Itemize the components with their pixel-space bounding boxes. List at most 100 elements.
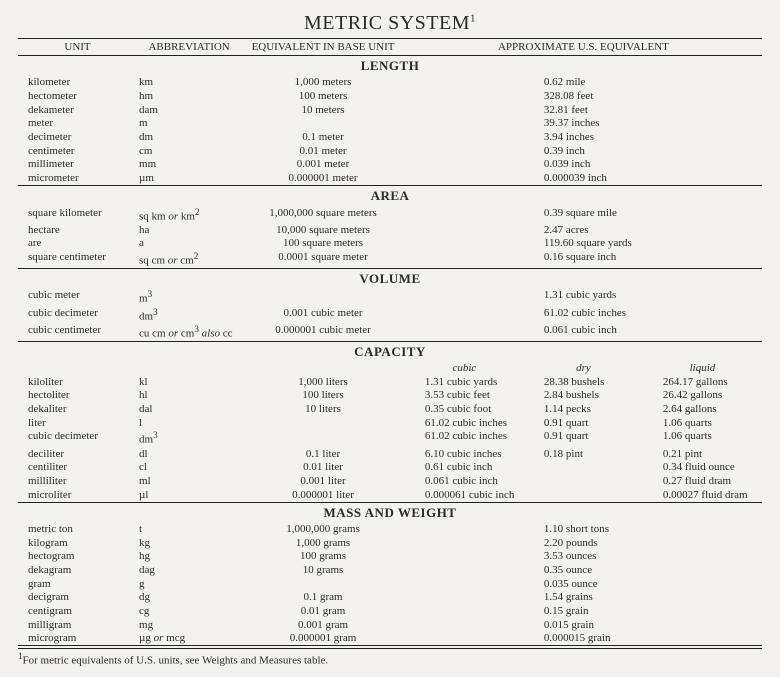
cell-abbr: cu cm or cm3 also cc: [137, 323, 241, 341]
cell-us1: [405, 237, 524, 251]
header-row: UNIT ABBREVIATION EQUIVALENT IN BASE UNI…: [18, 39, 762, 56]
cell-us1: [405, 103, 524, 117]
cell-eq: 10 liters: [241, 403, 405, 417]
cell-us3: [643, 117, 762, 131]
cell-us3: 264.17 gallons: [643, 375, 762, 389]
cell-unit: cubic decimeter: [18, 306, 137, 323]
cell-eq: 0.01 meter: [241, 144, 405, 158]
cell-us3: 0.34 fluid ounce: [643, 461, 762, 475]
cell-unit: meter: [18, 117, 137, 131]
cell-abbr: dal: [137, 403, 241, 417]
cell-us1: [405, 618, 524, 632]
cell-us2: 0.91 quart: [524, 430, 643, 447]
cell-unit: dekaliter: [18, 403, 137, 417]
cell-us1: [405, 251, 524, 269]
section-title: CAPACITY: [18, 342, 762, 362]
table-row: cubic meterm31.31 cubic yards: [18, 289, 762, 306]
table-row: millimetermm0.001 meter0.039 inch: [18, 158, 762, 172]
cell-us1: 0.000061 cubic inch: [405, 488, 524, 502]
cell-us1: [405, 223, 524, 237]
cell-us3: [643, 618, 762, 632]
table-row: hectogramhg100 grams3.53 ounces: [18, 550, 762, 564]
cell-abbr: dm3: [137, 430, 241, 447]
cell-eq: 1,000 grams: [241, 536, 405, 550]
cell-us2: 61.02 cubic inches: [524, 306, 643, 323]
table-row: decimeterdm0.1 meter3.94 inches: [18, 131, 762, 145]
cell-abbr: dm: [137, 131, 241, 145]
cell-eq: 10 grams: [241, 564, 405, 578]
cell-us1: 61.02 cubic inches: [405, 416, 524, 430]
cell-us1: 0.061 cubic inch: [405, 474, 524, 488]
cell-us1: 0.61 cubic inch: [405, 461, 524, 475]
cell-us3: [643, 323, 762, 341]
cell-us3: [643, 206, 762, 223]
cell-us1: 6.10 cubic inches: [405, 447, 524, 461]
footnote: 1For metric equivalents of U.S. units, s…: [18, 648, 762, 667]
cell-us2: 0.39 inch: [524, 144, 643, 158]
cell-abbr: dg: [137, 591, 241, 605]
cell-us1: [405, 591, 524, 605]
cell-us2: [524, 474, 643, 488]
table-row: literl61.02 cubic inches0.91 quart1.06 q…: [18, 416, 762, 430]
cell-unit: hectare: [18, 223, 137, 237]
cell-us2: 2.47 acres: [524, 223, 643, 237]
cell-us3: 2.64 gallons: [643, 403, 762, 417]
cell-abbr: m: [137, 117, 241, 131]
cell-us3: [643, 223, 762, 237]
cell-unit: milligram: [18, 618, 137, 632]
cell-us3: [643, 90, 762, 104]
table-row: microgramµg or mcg0.000001 gram0.000015 …: [18, 632, 762, 646]
cell-us2: 0.35 ounce: [524, 564, 643, 578]
cell-us2: 0.061 cubic inch: [524, 323, 643, 341]
cell-us1: [405, 550, 524, 564]
cell-eq: 1,000,000 square meters: [241, 206, 405, 223]
cell-eq: 1,000 meters: [241, 76, 405, 90]
cell-unit: centigram: [18, 604, 137, 618]
cell-abbr: hm: [137, 90, 241, 104]
cell-us3: 26.42 gallons: [643, 389, 762, 403]
cell-unit: microliter: [18, 488, 137, 502]
cell-unit: cubic centimeter: [18, 323, 137, 341]
table-row: centimetercm0.01 meter0.39 inch: [18, 144, 762, 158]
table-row: dekameterdam10 meters32.81 feet: [18, 103, 762, 117]
cell-unit: gram: [18, 577, 137, 591]
cell-us2: 0.62 mile: [524, 76, 643, 90]
cell-unit: deciliter: [18, 447, 137, 461]
subhdr-liquid: liquid: [643, 362, 762, 376]
section-header: MASS AND WEIGHT: [18, 503, 762, 523]
cell-us3: [643, 158, 762, 172]
cell-us1: [405, 171, 524, 185]
cell-us3: [643, 591, 762, 605]
cell-eq: 100 liters: [241, 389, 405, 403]
header-unit: UNIT: [18, 39, 137, 56]
cell-unit: kilometer: [18, 76, 137, 90]
table-row: hectometerhm100 meters328.08 feet: [18, 90, 762, 104]
cell-eq: [241, 289, 405, 306]
cell-eq: 0.001 meter: [241, 158, 405, 172]
cell-unit: are: [18, 237, 137, 251]
section-title: AREA: [18, 186, 762, 206]
cell-abbr: kg: [137, 536, 241, 550]
cell-abbr: µm: [137, 171, 241, 185]
cell-eq: 0.000001 liter: [241, 488, 405, 502]
table-row: area100 square meters119.60 square yards: [18, 237, 762, 251]
footnote-text: For metric equivalents of U.S. units, se…: [23, 655, 329, 667]
cell-eq: 1,000 liters: [241, 375, 405, 389]
table-row: cubic decimeterdm30.001 cubic meter61.02…: [18, 306, 762, 323]
cell-unit: micrometer: [18, 171, 137, 185]
cell-us2: 3.94 inches: [524, 131, 643, 145]
table-row: square centimetersq cm or cm20.0001 squa…: [18, 251, 762, 269]
table-row: gramg0.035 ounce: [18, 577, 762, 591]
cell-us3: [643, 536, 762, 550]
cell-abbr: m3: [137, 289, 241, 306]
cell-unit: kiloliter: [18, 375, 137, 389]
cell-us1: [405, 306, 524, 323]
cell-unit: kilogram: [18, 536, 137, 550]
cell-abbr: cm: [137, 144, 241, 158]
cell-abbr: µl: [137, 488, 241, 502]
cell-us1: [405, 632, 524, 646]
cell-eq: [241, 117, 405, 131]
cell-us2: 0.15 grain: [524, 604, 643, 618]
cell-eq: 10,000 square meters: [241, 223, 405, 237]
table-row: hectoliterhl100 liters3.53 cubic feet2.8…: [18, 389, 762, 403]
